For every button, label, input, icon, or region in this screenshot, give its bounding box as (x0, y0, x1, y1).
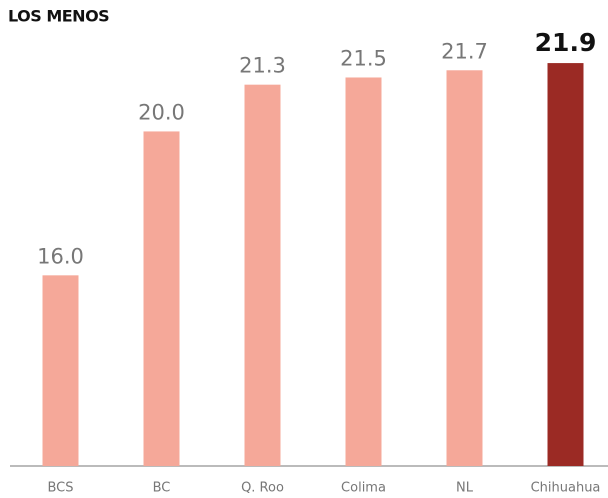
bar (42, 275, 79, 466)
value-label: 21.7 (441, 39, 488, 63)
x-tick-label: Q. Roo (241, 481, 284, 496)
x-tick-label: BC (153, 481, 171, 496)
x-tick-label: Chihuahua (531, 481, 601, 496)
bar (143, 131, 180, 466)
value-label: 21.3 (239, 54, 286, 78)
x-tick-label: NL (456, 481, 474, 496)
x-tick-label: BCS (47, 481, 73, 496)
value-label-highlight: 21.9 (535, 28, 597, 57)
value-label: 16.0 (37, 244, 84, 268)
x-tick-label: Colima (341, 481, 386, 496)
value-label: 20.0 (138, 100, 185, 124)
bar (345, 77, 382, 466)
bar (244, 84, 281, 466)
bar (547, 63, 584, 466)
value-label: 21.5 (340, 46, 387, 70)
bar (446, 70, 483, 466)
chart-title: LOS MENOS (8, 7, 109, 26)
